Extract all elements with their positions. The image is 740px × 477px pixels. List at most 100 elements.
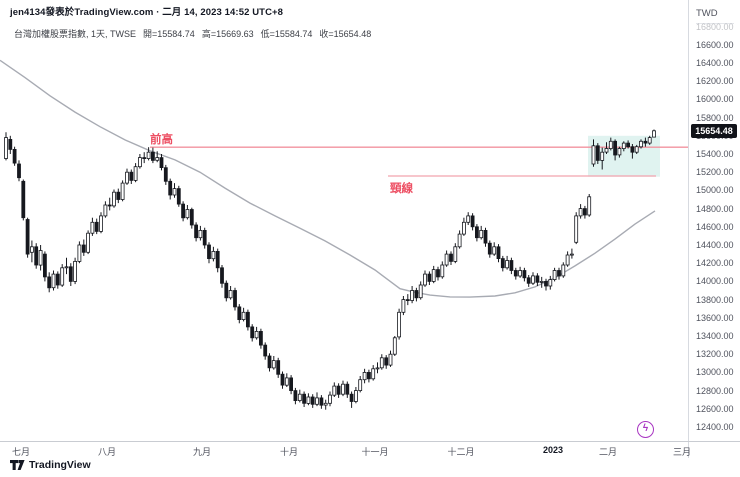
candle-body [535, 275, 540, 283]
candle-body [293, 390, 298, 402]
neckline-label[interactable]: 頸線 [390, 183, 413, 196]
axis-corner-divider [688, 442, 689, 458]
candle-body [626, 142, 630, 148]
candle-body [353, 390, 358, 402]
price-tick: 15400.00 [696, 149, 734, 159]
candle-body [634, 146, 639, 153]
candle-body [198, 229, 203, 239]
candle-body [362, 371, 367, 381]
candle-body [163, 167, 168, 182]
candle-body [215, 250, 220, 269]
price-tick: 16400.00 [696, 58, 734, 68]
ohlc-high: 高=15669.63 [201, 29, 254, 39]
symbol-title: 台灣加權股票指數, 1天, TWSE [14, 29, 137, 39]
candle-body [297, 393, 302, 402]
candle-body [332, 385, 337, 396]
candle-body [639, 140, 643, 148]
price-tick: 15200.00 [696, 167, 734, 178]
candle-body [591, 145, 596, 165]
candle-body [202, 229, 207, 246]
prev-high-label[interactable]: 前高 [150, 134, 173, 147]
candle-body [630, 146, 635, 153]
candle-body [518, 270, 522, 277]
candle-body [392, 337, 397, 355]
candle-body [81, 244, 86, 253]
candle-body [604, 148, 609, 153]
candle-body [315, 397, 319, 405]
byline: jen4134發表於TradingView.com · 二月 14, 2023 … [10, 7, 284, 18]
candle-body [194, 224, 199, 239]
price-tick: 15800.00 [696, 112, 734, 123]
candle-body [570, 253, 574, 256]
candle-body [254, 330, 259, 339]
ohlc-close: 收=15654.48 [319, 29, 372, 39]
time-axis-label: 七月 [11, 447, 31, 457]
candle-body [99, 215, 103, 232]
candle-body [647, 137, 652, 144]
candle-body [34, 246, 39, 266]
price-axis[interactable]: TWD 16800.00 16600.00 16400.00 16200.00 1600… [688, 0, 740, 441]
candle-body [479, 229, 484, 239]
price-tick: 14600.00 [696, 221, 734, 232]
price-tick: 16600.00 [696, 39, 734, 50]
candle-body [172, 188, 177, 196]
chart-pane[interactable]: 前高 頸線 jen4134發表於TradingView.com · 二月 14,… [0, 0, 688, 441]
price-tick: 13800.00 [696, 294, 734, 305]
time-axis-label: 十二月 [447, 447, 475, 457]
candle-body [410, 290, 415, 301]
candle-body [94, 221, 99, 232]
candle-body [250, 326, 255, 339]
candle-body [500, 258, 505, 269]
price-tick: 16000.00 [696, 94, 734, 105]
candle-body [86, 232, 90, 253]
candle-body [578, 208, 583, 217]
candle-body [146, 151, 151, 159]
candle-body [401, 299, 406, 313]
price-tick: 15000.00 [696, 185, 734, 196]
price-tick: 14400.00 [696, 240, 734, 250]
last-price-badge: 15654.48 [691, 124, 737, 139]
candle-body [107, 204, 112, 207]
price-tick: 16200.00 [696, 76, 734, 87]
candle-body [561, 264, 566, 277]
candle-body [17, 163, 21, 179]
candle-body [595, 145, 600, 161]
time-axis[interactable]: 七月 八月 九月 十月 十一月 十二月 2023 二月 三月 [0, 441, 740, 458]
candle-body [224, 282, 229, 299]
candlestick-chart[interactable] [0, 0, 688, 441]
candle-body [384, 357, 389, 366]
candle-body [263, 344, 268, 357]
candle-body [397, 311, 402, 338]
currency-label: TWD [696, 8, 734, 24]
candle-body [150, 151, 155, 161]
candle-body [375, 367, 380, 370]
footer: TradingView [10, 459, 91, 471]
candle-body [29, 246, 34, 253]
candle-body [557, 270, 561, 277]
candle-body [652, 130, 656, 138]
ohlc-open: 開=15584.74 [143, 29, 195, 39]
tradingview-logo-icon[interactable] [10, 459, 25, 471]
candle-body [181, 203, 186, 219]
candle-body [120, 182, 125, 200]
candle-body [449, 253, 453, 262]
moving-average-line [0, 59, 656, 298]
candle-body [418, 284, 423, 299]
price-tick: 13400.00 [696, 331, 734, 341]
candle-body [47, 276, 52, 289]
candle-body [267, 355, 272, 369]
candle-body [388, 353, 393, 366]
tradingview-logo-text[interactable]: TradingView [29, 459, 91, 471]
candle-body [565, 254, 570, 266]
candle-body [60, 267, 65, 286]
candle-body [155, 157, 160, 161]
candle-body [440, 264, 445, 278]
candle-body [613, 140, 617, 156]
candle-body [245, 311, 250, 328]
flash-icon[interactable]: ϟ [637, 421, 654, 438]
candle-body [176, 188, 181, 205]
candle-body [341, 383, 345, 395]
price-tick: 14800.00 [696, 203, 734, 214]
candle-body [4, 137, 8, 159]
candle-body [526, 277, 531, 284]
